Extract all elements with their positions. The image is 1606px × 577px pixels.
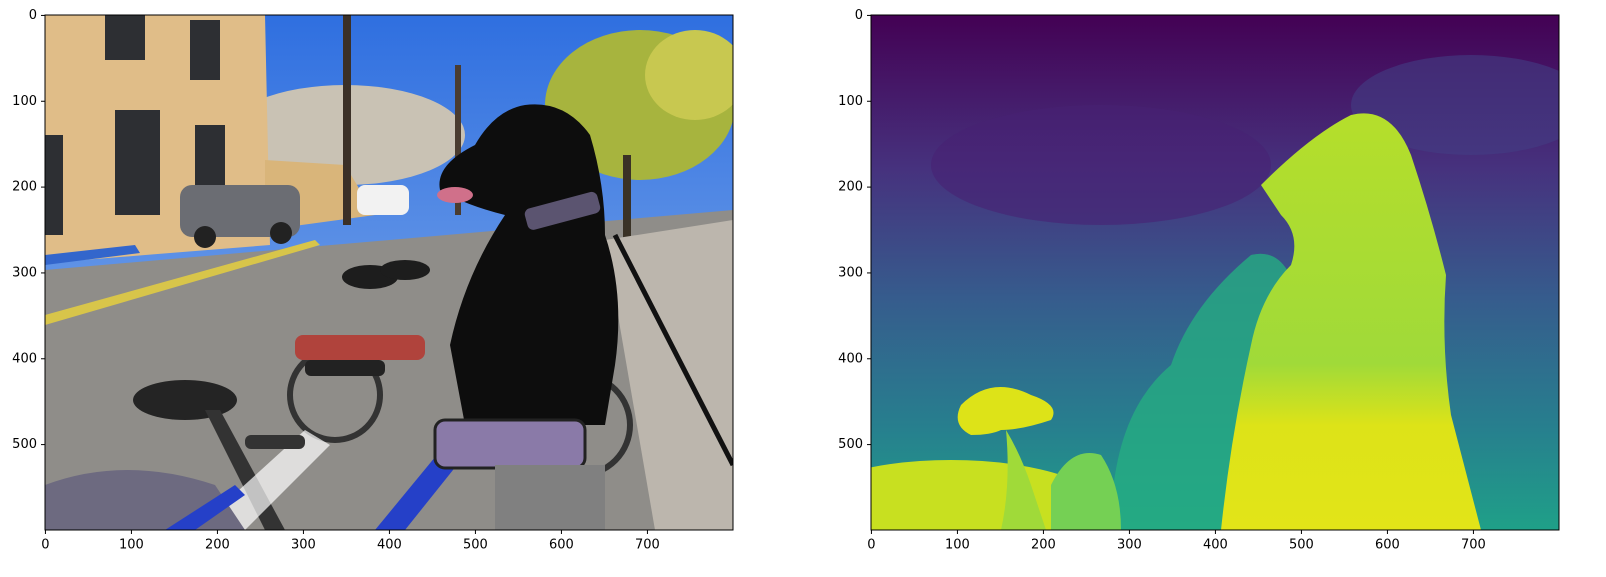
y-tick-label: 200 [838,180,863,195]
y-tick-label: 100 [12,94,37,109]
photo [45,15,733,530]
x-tick-label: 200 [1031,538,1056,553]
x-tick-label: 0 [41,538,49,553]
x-tick-label: 700 [1461,538,1486,553]
x-tick-label: 400 [1203,538,1228,553]
y-tick-label: 500 [12,437,37,452]
y-tick-label: 100 [838,94,863,109]
depth-map [871,15,1559,530]
y-tick-label: 300 [12,265,37,280]
x-tick-label: 400 [377,538,402,553]
x-tick-label: 0 [867,538,875,553]
x-tick-label: 100 [945,538,970,553]
y-tick-label: 0 [29,8,37,23]
y-tick-label: 0 [855,8,863,23]
y-tick-label: 500 [838,437,863,452]
x-tick-label: 200 [205,538,230,553]
x-tick-label: 300 [1117,538,1142,553]
y-tick-label: 400 [12,351,37,366]
x-tick-label: 100 [119,538,144,553]
y-tick-label: 300 [838,265,863,280]
x-tick-label: 600 [1375,538,1400,553]
x-tick-label: 600 [549,538,574,553]
y-tick-label: 400 [838,351,863,366]
x-tick-label: 700 [635,538,660,553]
y-tick-label: 200 [12,180,37,195]
x-tick-label: 500 [1289,538,1314,553]
x-tick-label: 500 [463,538,488,553]
x-tick-label: 300 [291,538,316,553]
